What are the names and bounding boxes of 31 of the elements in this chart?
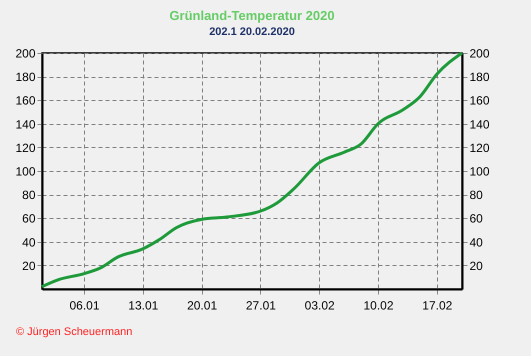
y2-tick-label: 160 xyxy=(470,94,490,108)
y2-tick-label: 20 xyxy=(470,258,484,273)
text: © Jürgen Scheuermann xyxy=(16,326,132,338)
y-tick-label: 140 xyxy=(15,117,36,132)
y-tick-label: 120 xyxy=(15,140,36,155)
y2-tick-label: 100 xyxy=(470,164,490,178)
y2-tick-label: 40 xyxy=(470,235,484,250)
y-tick-label: 20 xyxy=(22,258,36,273)
y2-tick-label: 180 xyxy=(470,70,490,84)
chart-subtitle: 202.1 20.02.2020 xyxy=(209,26,295,38)
y2-tick-label: 200 xyxy=(470,46,490,60)
chart-title: Grünland-Temperatur 2020 xyxy=(169,8,335,23)
y2-tick-label: 140 xyxy=(470,117,490,132)
x-tick-label: 06.01 xyxy=(69,298,100,312)
y-tick-label: 160 xyxy=(15,94,36,108)
x-tick-label: 03.02 xyxy=(304,298,336,312)
line-series xyxy=(40,52,464,288)
y2-tick-label: 120 xyxy=(470,140,490,155)
y-tick-label: 180 xyxy=(15,70,36,84)
x-tick-label: 17.02 xyxy=(422,298,453,312)
y2-tick-label: 60 xyxy=(470,212,484,226)
y2-tick-label: 80 xyxy=(470,188,484,202)
x-tick-label: 13.01 xyxy=(128,298,159,312)
y-tick-label: 80 xyxy=(22,188,36,202)
x-tick-label: 10.02 xyxy=(363,298,394,312)
x-tick-label: 27.01 xyxy=(246,298,276,312)
y-tick-label: 60 xyxy=(22,212,36,226)
x-tick-label: 20.01 xyxy=(187,298,218,312)
y-tick-label: 40 xyxy=(22,235,36,250)
y-tick-label: 100 xyxy=(15,164,36,178)
y-tick-label: 200 xyxy=(15,46,36,60)
